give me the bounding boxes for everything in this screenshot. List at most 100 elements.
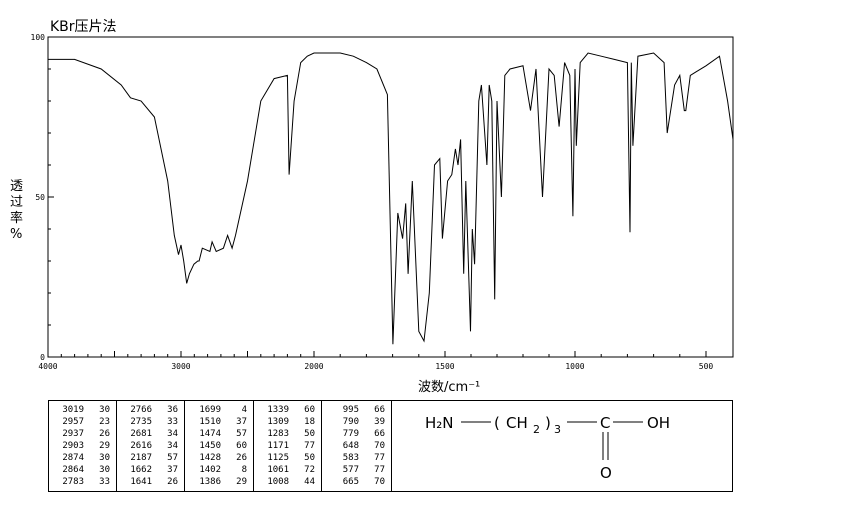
- peak-wavenumber: 2735: [130, 417, 152, 428]
- peak-wavenumber: 2903: [62, 441, 84, 452]
- peak-column: 3019 30 2957 23 2937 26 2903 29 2874 30 2864 30 2783…: [49, 401, 117, 491]
- structure-paren-close: ): [545, 414, 551, 432]
- peak-wavenumber: 648: [343, 441, 359, 452]
- structure-carbon: C: [600, 414, 610, 432]
- peak-wavenumber: 2187: [130, 453, 152, 464]
- structure-h2n: H₂N: [425, 414, 454, 432]
- peak-wavenumber: 665: [343, 477, 359, 488]
- peak-wavenumber: 2874: [62, 453, 84, 464]
- y-tick-label: 100: [31, 33, 46, 42]
- peak-wavenumber: 1641: [130, 477, 152, 488]
- peak-wavenumber: 1008: [267, 477, 289, 488]
- structure-oxygen: O: [600, 464, 612, 482]
- x-tick-label: 4000: [38, 362, 57, 371]
- peak-wavenumber: 779: [343, 429, 359, 440]
- x-axis-label: 波数/cm⁻¹: [418, 380, 480, 395]
- peak-transmittance: 26: [236, 453, 247, 464]
- peak-wavenumber: 3019: [62, 405, 84, 416]
- x-axis: 4000 3000 2000 1500 1000 500: [38, 351, 733, 371]
- peak-transmittance: 70: [374, 477, 385, 488]
- peak-wavenumber: 2766: [130, 405, 152, 416]
- peak-wavenumber: 2937: [62, 429, 84, 440]
- peak-wavenumber: 2681: [130, 429, 152, 440]
- peak-transmittance: 37: [236, 417, 247, 428]
- peak-wavenumber: 790: [343, 417, 359, 428]
- peak-transmittance: 66: [374, 429, 385, 440]
- peak-transmittance: 30: [99, 465, 110, 476]
- peak-wavenumber: 1474: [199, 429, 221, 440]
- peak-transmittance: 37: [167, 465, 178, 476]
- structure-hydroxyl: OH: [647, 414, 670, 432]
- structure-paren-open: (: [494, 414, 500, 432]
- peak-wavenumber: 1339: [267, 405, 289, 416]
- peak-transmittance: 57: [167, 453, 178, 464]
- peak-transmittance: 60: [304, 405, 315, 416]
- peak-wavenumber: 2616: [130, 441, 152, 452]
- peak-transmittance: 72: [304, 465, 315, 476]
- spectrum-line: [48, 53, 733, 344]
- peak-transmittance: 77: [374, 465, 385, 476]
- y-tick-label: 50: [35, 193, 45, 202]
- structure-ch2: CH: [506, 414, 528, 432]
- peak-wavenumber: 1061: [267, 465, 289, 476]
- peak-transmittance: 30: [99, 405, 110, 416]
- peak-transmittance: 39: [374, 417, 385, 428]
- peak-transmittance: 44: [304, 477, 315, 488]
- peak-transmittance: 50: [304, 429, 315, 440]
- structure-formula: H₂N ( CH 2 ) 3 C OH O: [391, 400, 733, 492]
- peak-wavenumber: 1662: [130, 465, 152, 476]
- x-tick-label: 1000: [565, 362, 584, 371]
- peak-transmittance: 70: [374, 441, 385, 452]
- peak-wavenumber: 2783: [62, 477, 84, 488]
- peak-wavenumber: 583: [343, 453, 359, 464]
- peak-wavenumber: 2864: [62, 465, 84, 476]
- peak-transmittance: 50: [304, 453, 315, 464]
- structure-sub2: 2: [533, 423, 540, 436]
- peak-transmittance: 77: [304, 441, 315, 452]
- peak-transmittance: 33: [167, 417, 178, 428]
- peak-transmittance: 57: [236, 429, 247, 440]
- peak-transmittance: 29: [236, 477, 247, 488]
- peak-column: 995 66 790 39 779 66 648 70 583 77 577 77 665 70: [322, 401, 392, 491]
- peak-transmittance: 26: [99, 429, 110, 440]
- peak-transmittance: 30: [99, 453, 110, 464]
- peak-transmittance: 34: [167, 441, 178, 452]
- peak-wavenumber: 1125: [267, 453, 289, 464]
- peak-transmittance: 18: [304, 417, 315, 428]
- y-tick-label: 0: [40, 353, 45, 362]
- peak-wavenumber: 2957: [62, 417, 84, 428]
- peak-wavenumber: 1283: [267, 429, 289, 440]
- peak-wavenumber: 1428: [199, 453, 221, 464]
- peak-wavenumber: 1309: [267, 417, 289, 428]
- peak-transmittance: 36: [167, 405, 178, 416]
- peak-transmittance: 66: [374, 405, 385, 416]
- peak-transmittance: 29: [99, 441, 110, 452]
- peak-transmittance: 77: [374, 453, 385, 464]
- peak-transmittance: 8: [242, 465, 247, 476]
- x-tick-label: 500: [699, 362, 714, 371]
- x-tick-label: 3000: [171, 362, 190, 371]
- peak-column: 1699 4 1510 37 1474 57 1450 60 1428 26 1402 8 1386 29: [185, 401, 254, 491]
- peak-transmittance: 26: [167, 477, 178, 488]
- peak-wavenumber: 1510: [199, 417, 221, 428]
- peak-wavenumber: 1171: [267, 441, 289, 452]
- peak-wavenumber: 1450: [199, 441, 221, 452]
- y-axis: 100 50 0: [31, 33, 54, 362]
- y-axis-label: 透过率%: [10, 179, 23, 242]
- method-label: KBr压片法: [50, 19, 117, 35]
- peak-transmittance: 33: [99, 477, 110, 488]
- peak-transmittance: 60: [236, 441, 247, 452]
- x-tick-label: 1500: [435, 362, 454, 371]
- peak-wavenumber: 1402: [199, 465, 221, 476]
- peak-column: 2766 36 2735 33 2681 34 2616 34 2187 57 1662 37 1641…: [117, 401, 185, 491]
- peak-column: 1339 60 1309 18 1283 50 1171 77 1125 50 1061 72 1008…: [254, 401, 322, 491]
- peak-transmittance: 4: [242, 405, 247, 416]
- peak-transmittance: 23: [99, 417, 110, 428]
- peak-wavenumber: 577: [343, 465, 359, 476]
- peak-wavenumber: 1386: [199, 477, 221, 488]
- x-tick-label: 2000: [304, 362, 323, 371]
- peak-wavenumber: 1699: [199, 405, 221, 416]
- peak-transmittance: 34: [167, 429, 178, 440]
- structure-sub3: 3: [554, 423, 561, 436]
- peak-wavenumber: 995: [343, 405, 359, 416]
